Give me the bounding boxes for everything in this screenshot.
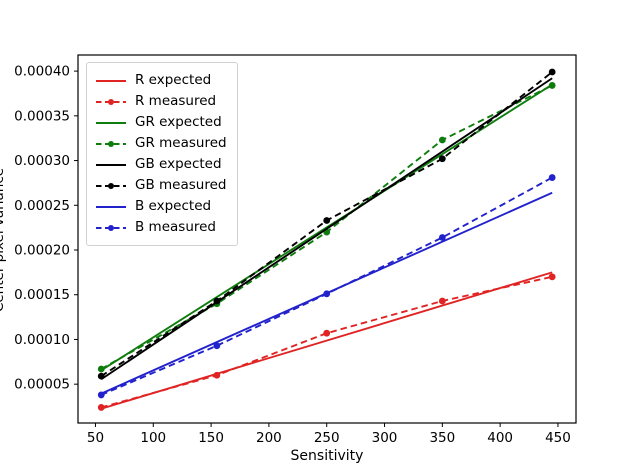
data-point-b-measured <box>323 290 331 298</box>
data-point-b-measured <box>438 234 446 241</box>
data-point-gr-measured <box>97 365 105 373</box>
data-point-gb-measured <box>438 155 446 163</box>
x-tick-label: 250 <box>314 430 340 446</box>
y-tick-label: 0.00010 <box>14 332 70 348</box>
legend-swatch-gr-measured <box>96 140 126 147</box>
data-point-r-measured <box>438 297 446 305</box>
legend: R expected R measured GR expected GR measur… <box>86 62 238 246</box>
legend-entry-gr-expected: GR expected <box>96 112 227 133</box>
y-tick-label: 0.00035 <box>14 108 70 124</box>
data-point-gb-measured <box>97 372 105 380</box>
legend-entry-gb-expected: GB expected <box>96 154 227 175</box>
x-tick-label: 200 <box>256 430 282 446</box>
y-tick-label: 0.00005 <box>14 377 70 393</box>
legend-swatch-b-measured <box>96 224 126 231</box>
y-tick-label: 0.00040 <box>14 64 70 80</box>
legend-label-b-measured: B measured <box>135 219 216 235</box>
x-tick-label: 50 <box>87 430 104 446</box>
y-axis-label: Center pixel variance <box>0 167 7 313</box>
data-point-gr-measured <box>438 136 446 144</box>
x-tick-label: 100 <box>140 430 166 446</box>
series-line-gr-expected <box>100 83 553 372</box>
x-tick-label: 150 <box>198 430 224 446</box>
legend-entry-gb-measured: GB measured <box>96 175 227 196</box>
data-point-gb-measured <box>323 217 331 224</box>
x-tick-label: 400 <box>487 430 513 446</box>
legend-swatch-r-measured <box>96 98 126 105</box>
y-tick-label: 0.00015 <box>14 287 70 303</box>
x-tick-label: 300 <box>372 430 398 446</box>
legend-swatch-r-expected <box>96 79 126 82</box>
legend-label-r-expected: R expected <box>135 72 212 88</box>
x-axis-label: Sensitivity <box>290 448 364 464</box>
data-point-r-measured <box>323 329 331 337</box>
data-point-r-measured <box>548 273 556 281</box>
legend-swatch-b-expected <box>96 205 126 208</box>
legend-entry-b-measured: B measured <box>96 217 227 238</box>
data-point-b-measured <box>548 174 556 181</box>
legend-label-gr-expected: GR expected <box>135 114 222 130</box>
y-tick-label: 0.00020 <box>14 243 70 259</box>
legend-label-gr-measured: GR measured <box>135 135 227 151</box>
data-point-gr-measured <box>548 82 556 89</box>
data-point-b-measured <box>97 391 105 399</box>
legend-entry-gr-measured: GR measured <box>96 133 227 154</box>
legend-entry-b-expected: B expected <box>96 196 227 217</box>
axes-frame <box>77 54 577 424</box>
data-point-gb-measured <box>548 68 556 76</box>
legend-label-b-expected: B expected <box>135 198 212 214</box>
x-tick-label: 350 <box>429 430 455 446</box>
legend-label-r-measured: R measured <box>135 93 217 109</box>
x-tick-label: 450 <box>545 430 571 446</box>
legend-swatch-gr-expected <box>96 121 126 124</box>
data-point-r-measured <box>213 371 221 379</box>
legend-entry-r-expected: R expected <box>96 70 227 91</box>
legend-swatch-gb-expected <box>96 163 126 166</box>
legend-swatch-gb-measured <box>96 182 126 189</box>
y-tick-label: 0.00025 <box>14 198 70 214</box>
y-tick-label: 0.00030 <box>14 153 70 169</box>
legend-label-gb-measured: GB measured <box>135 177 227 193</box>
series-line-gb-expected <box>100 77 553 381</box>
data-point-b-measured <box>213 342 221 350</box>
data-point-gb-measured <box>213 297 221 305</box>
legend-label-gb-expected: GB expected <box>135 156 222 172</box>
legend-entry-r-measured: R measured <box>96 91 227 112</box>
data-point-r-measured <box>97 404 105 411</box>
